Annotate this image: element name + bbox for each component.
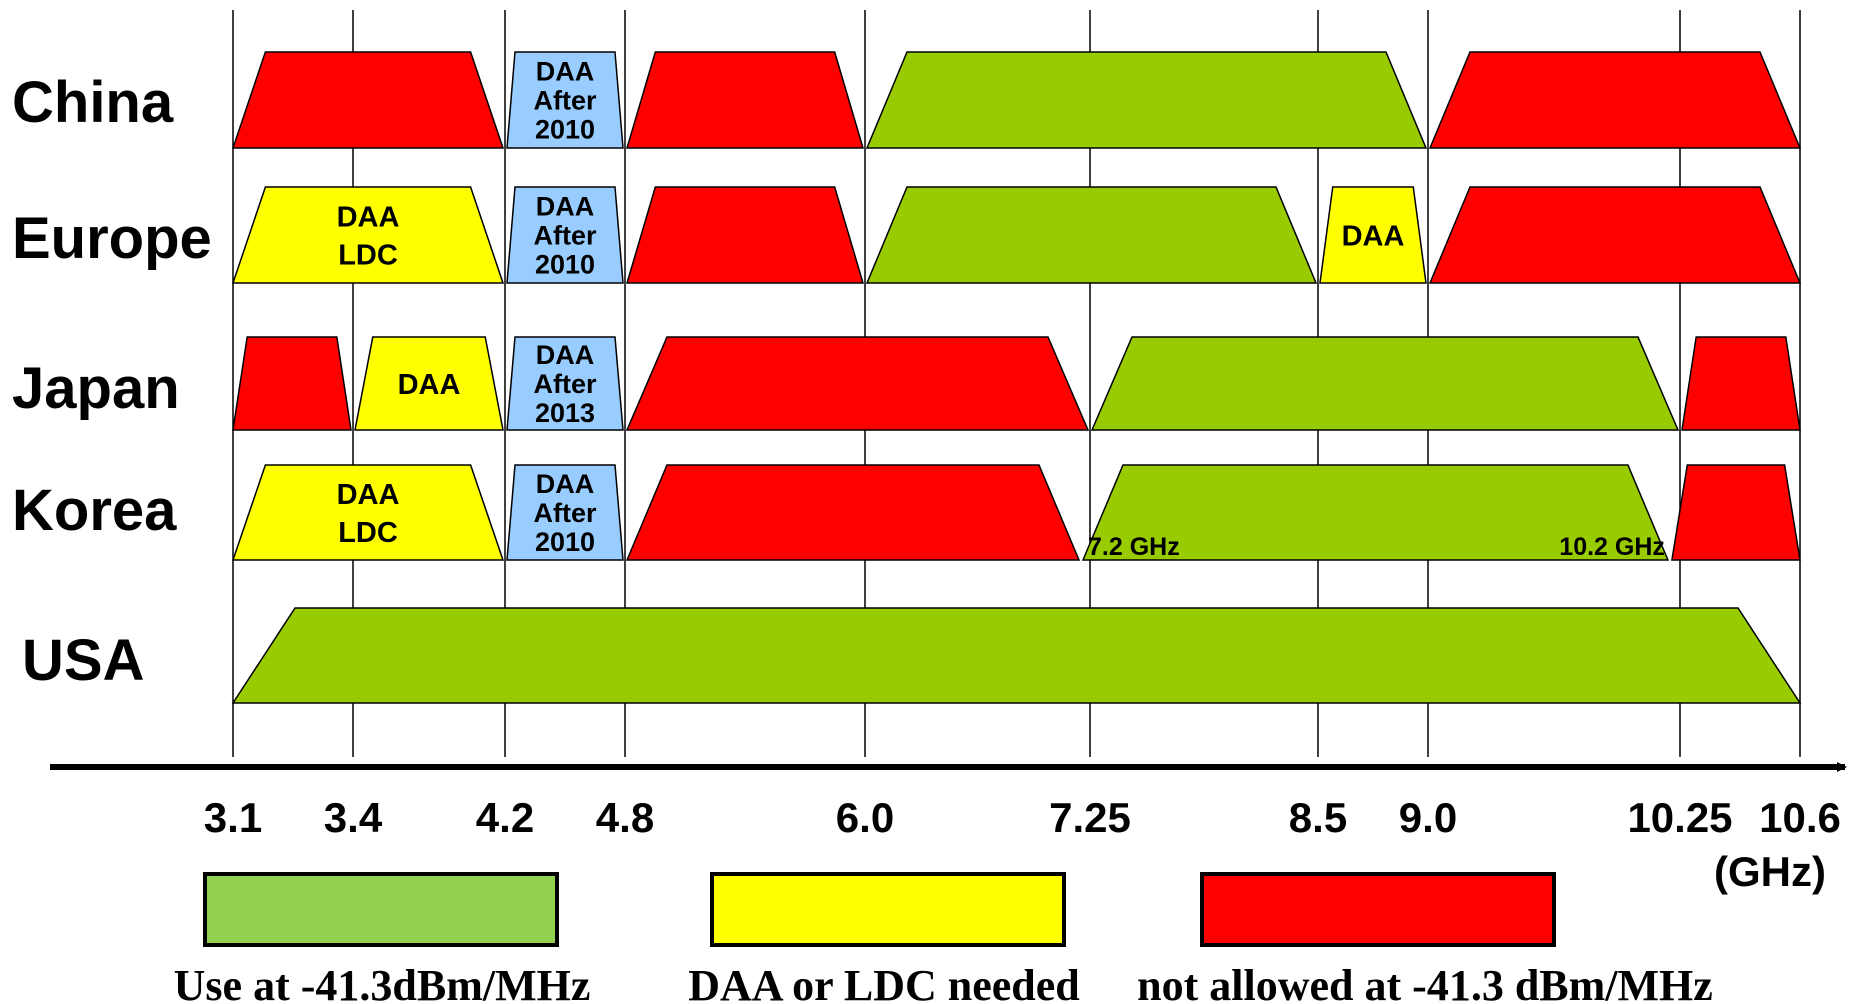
- band-label: After: [533, 498, 596, 528]
- legend-item-daa-ldc: DAA or LDC needed: [688, 872, 1080, 1004]
- band-label: 2010: [535, 250, 595, 280]
- tick-label-8-5: 8.5: [1289, 794, 1347, 841]
- band-europe-3: [865, 186, 1318, 284]
- band-usa-0: [231, 607, 1802, 704]
- band-shape-not_allowed: [232, 336, 352, 431]
- tick-label-3-4: 3.4: [324, 794, 383, 841]
- tick-label-10-6: 10.6: [1759, 794, 1841, 841]
- band-shape-daa_ldc: [354, 336, 504, 431]
- tick-label-4-2: 4.2: [476, 794, 534, 841]
- band-shape-not_allowed: [625, 336, 1090, 431]
- region-label-china: China: [12, 70, 174, 135]
- region-label-japan: Japan: [12, 356, 180, 421]
- band-japan-5: [1681, 336, 1801, 431]
- band-japan-0: [232, 336, 352, 431]
- band-shape-not_allowed: [1428, 186, 1802, 284]
- band-label: After: [533, 86, 596, 116]
- band-china-3: [865, 51, 1428, 149]
- band-label: LDC: [338, 239, 398, 271]
- band-label: DAA: [536, 192, 595, 222]
- band-shape-use: [865, 51, 1428, 149]
- legend-label: DAA or LDC needed: [688, 961, 1080, 1004]
- band-europe-4: DAA: [1319, 186, 1427, 284]
- band-japan-4: [1090, 336, 1680, 431]
- legend-item-use: Use at -41.3dBm/MHz: [174, 872, 591, 1004]
- band-label: 2010: [535, 115, 595, 145]
- band-shape-daa_ldc: [231, 186, 505, 284]
- band-label: 2010: [535, 527, 595, 557]
- axis-unit-label: (GHz): [1714, 848, 1826, 895]
- legend: Use at -41.3dBm/MHz DAA or LDC needed not …: [174, 872, 1713, 1004]
- band-shape-daa_after: [506, 51, 624, 149]
- band-shape-use: [1081, 464, 1670, 561]
- region-label-europe: Europe: [12, 206, 212, 271]
- band-shape-use: [231, 607, 1802, 704]
- band-china-4: [1428, 51, 1802, 149]
- axis-tick-labels: 3.1 3.4 4.2 4.8 6.0 7.25 8.5 9.0 10.25 10.6: [204, 794, 1841, 841]
- frequency-axis: (GHz): [50, 762, 1847, 895]
- band-shape-not_allowed: [1681, 336, 1801, 431]
- band-shape-daa_after: [506, 464, 624, 561]
- legend-label: not allowed at -41.3 dBm/MHz: [1137, 961, 1713, 1004]
- legend-label: Use at -41.3dBm/MHz: [174, 961, 591, 1004]
- band-shape-daa_ldc: [231, 464, 505, 561]
- band-europe-2: [625, 186, 865, 284]
- tick-label-9-0: 9.0: [1399, 794, 1457, 841]
- band-edge-label-start: 7.2 GHz: [1088, 533, 1180, 561]
- band-korea-4: [1671, 464, 1801, 561]
- band-shape-use: [1090, 336, 1680, 431]
- band-label: DAA: [536, 340, 595, 370]
- band-label: DAA: [337, 479, 400, 511]
- band-shape-not_allowed: [1671, 464, 1801, 561]
- tick-label-3-1: 3.1: [204, 794, 262, 841]
- tick-label-6-0: 6.0: [836, 794, 894, 841]
- band-edge-label-end: 10.2 GHz: [1559, 533, 1665, 561]
- region-labels: China Europe Japan Korea USA: [12, 70, 212, 693]
- band-label: DAA: [1342, 220, 1405, 252]
- band-china-2: [625, 51, 865, 149]
- band-korea-2: [625, 464, 1081, 561]
- band-blocks: DAAAfter2010DAALDCDAAAfter2010DAADAADAAA…: [231, 51, 1802, 704]
- region-label-korea: Korea: [12, 478, 177, 543]
- region-label-usa: USA: [22, 628, 144, 693]
- tick-label-4-8: 4.8: [596, 794, 654, 841]
- tick-label-10-25: 10.25: [1627, 794, 1732, 841]
- band-label: DAA: [398, 369, 461, 401]
- tick-label-7-25: 7.25: [1049, 794, 1131, 841]
- band-shape-not_allowed: [1428, 51, 1802, 149]
- band-label: DAA: [337, 201, 400, 233]
- legend-swatch: [203, 872, 559, 947]
- band-korea-3: 7.2 GHz 10.2 GHz: [1081, 464, 1670, 561]
- band-shape-daa_after: [506, 186, 624, 284]
- band-china-0: [231, 51, 505, 149]
- band-shape-daa_ldc: [1319, 186, 1427, 284]
- band-shape-not_allowed: [625, 51, 865, 149]
- band-korea-0: DAA LDC: [231, 464, 505, 561]
- band-label: After: [533, 221, 596, 251]
- band-shape-daa_after: [506, 336, 624, 431]
- band-label: DAA: [536, 57, 595, 87]
- band-japan-1: DAA: [354, 336, 504, 431]
- legend-swatch: [710, 872, 1066, 947]
- legend-swatch: [1200, 872, 1556, 947]
- band-europe-5: [1428, 186, 1802, 284]
- band-label: DAA: [536, 469, 595, 499]
- band-europe-0: DAA LDC: [231, 186, 505, 284]
- band-japan-3: [625, 336, 1090, 431]
- band-shape-not_allowed: [231, 51, 505, 149]
- band-shape-not_allowed: [625, 186, 865, 284]
- band-label: LDC: [338, 517, 398, 549]
- legend-item-not-allowed: not allowed at -41.3 dBm/MHz: [1137, 872, 1713, 1004]
- band-label: 2013: [535, 398, 595, 428]
- band-shape-not_allowed: [625, 464, 1081, 561]
- band-label: After: [533, 369, 596, 399]
- band-shape-use: [865, 186, 1318, 284]
